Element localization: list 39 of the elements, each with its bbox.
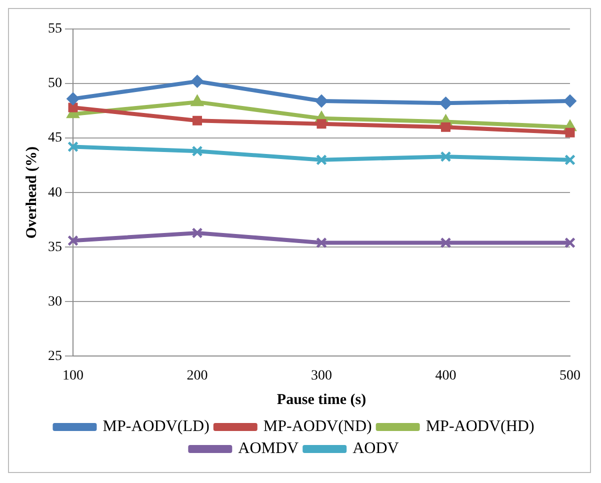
point [192, 116, 202, 126]
y-tick-label: 25 [48, 348, 62, 364]
point [441, 122, 450, 132]
x-tick-label: 300 [311, 368, 332, 384]
y-axis-title: Overhead (%) [24, 146, 40, 239]
legend-label: MP-AODV(HD) [426, 418, 534, 436]
point [440, 237, 452, 248]
point [68, 141, 78, 152]
point [564, 154, 576, 166]
y-tick-label: 50 [48, 76, 62, 92]
x-tick-label: 100 [62, 368, 84, 384]
legend-label: AODV [352, 440, 400, 458]
x-axis-title: Pause time (s) [276, 392, 366, 408]
legend-label: MP-AODV(LD) [102, 418, 210, 436]
x-tick-label: 200 [186, 368, 208, 384]
point [316, 237, 327, 248]
point [190, 74, 204, 88]
point [66, 92, 80, 106]
point [316, 154, 327, 166]
point [192, 227, 203, 238]
y-tick-label: 35 [48, 240, 62, 255]
point [190, 94, 204, 106]
y-tick-label: 30 [48, 294, 62, 310]
point [68, 235, 78, 246]
y-tick-label: 45 [48, 130, 62, 146]
legend-label: AOMDV [238, 440, 300, 458]
point [564, 94, 576, 108]
point [564, 237, 576, 248]
legend-label: MP-AODV(ND) [263, 418, 372, 436]
point [316, 119, 326, 129]
y-tick-label: 55 [48, 22, 62, 37]
point [440, 151, 452, 162]
point [315, 94, 328, 108]
point [439, 96, 452, 110]
point [192, 146, 203, 157]
point [565, 128, 575, 138]
y-tick-label: 40 [48, 185, 62, 200]
x-tick-label: 400 [435, 368, 456, 384]
x-tick-label: 500 [560, 368, 580, 384]
